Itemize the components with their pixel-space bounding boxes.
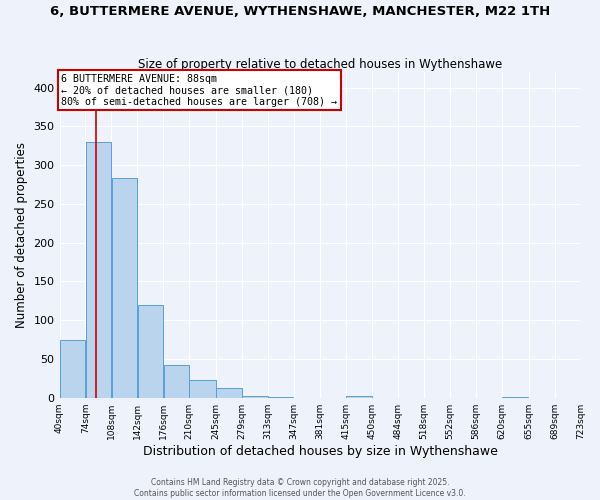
Bar [268,397,293,398]
Bar [346,396,372,398]
Bar [242,396,268,398]
Bar [60,340,85,398]
Bar [137,304,163,398]
Text: 6 BUTTERMERE AVENUE: 88sqm
← 20% of detached houses are smaller (180)
80% of sem: 6 BUTTERMERE AVENUE: 88sqm ← 20% of deta… [61,74,337,107]
Text: 6, BUTTERMERE AVENUE, WYTHENSHAWE, MANCHESTER, M22 1TH: 6, BUTTERMERE AVENUE, WYTHENSHAWE, MANCH… [50,5,550,18]
Bar [216,388,242,398]
Bar [164,365,189,398]
Text: Contains HM Land Registry data © Crown copyright and database right 2025.
Contai: Contains HM Land Registry data © Crown c… [134,478,466,498]
X-axis label: Distribution of detached houses by size in Wythenshawe: Distribution of detached houses by size … [143,444,497,458]
Y-axis label: Number of detached properties: Number of detached properties [15,142,28,328]
Title: Size of property relative to detached houses in Wythenshawe: Size of property relative to detached ho… [138,58,502,71]
Bar [112,178,137,398]
Bar [190,380,215,398]
Bar [86,142,111,398]
Bar [502,397,529,398]
